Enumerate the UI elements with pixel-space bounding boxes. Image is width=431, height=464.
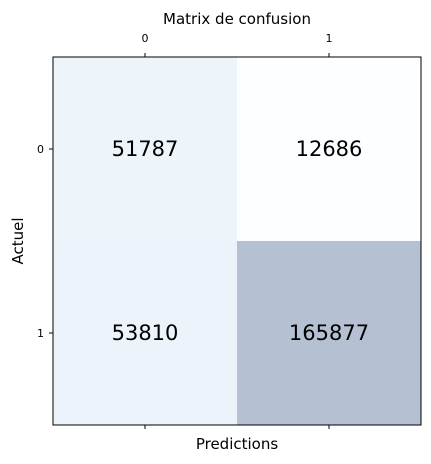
x-tick-label-0: 0 bbox=[142, 32, 149, 45]
cell-value-label-1-1: 165877 bbox=[289, 321, 369, 345]
cell-value-label-0-1: 12686 bbox=[296, 137, 363, 161]
cell-value-label-0-0: 51787 bbox=[112, 137, 179, 161]
cell-value-labels: 51787 12686 53810 165877 bbox=[112, 137, 369, 345]
x-axis-bottom bbox=[144, 425, 330, 429]
y-axis-label: Actuel bbox=[9, 217, 27, 264]
x-tick-label-1: 1 bbox=[326, 32, 333, 45]
heatmap-cell-0-0 bbox=[53, 57, 237, 241]
heatmap-cells bbox=[53, 57, 421, 425]
x-axis-label: Predictions bbox=[196, 435, 279, 453]
heatmap-cell-1-1 bbox=[237, 241, 421, 425]
chart-title: Matrix de confusion bbox=[163, 10, 311, 28]
y-axis: 01 bbox=[37, 143, 53, 340]
heatmap-cell-0-1 bbox=[237, 57, 421, 241]
y-tick-label-1: 1 bbox=[37, 327, 44, 340]
plot-frame bbox=[52, 56, 422, 426]
heatmap-cell-1-0 bbox=[53, 241, 237, 425]
y-tick-label-0: 0 bbox=[37, 143, 44, 156]
cell-value-label-1-0: 53810 bbox=[112, 321, 179, 345]
